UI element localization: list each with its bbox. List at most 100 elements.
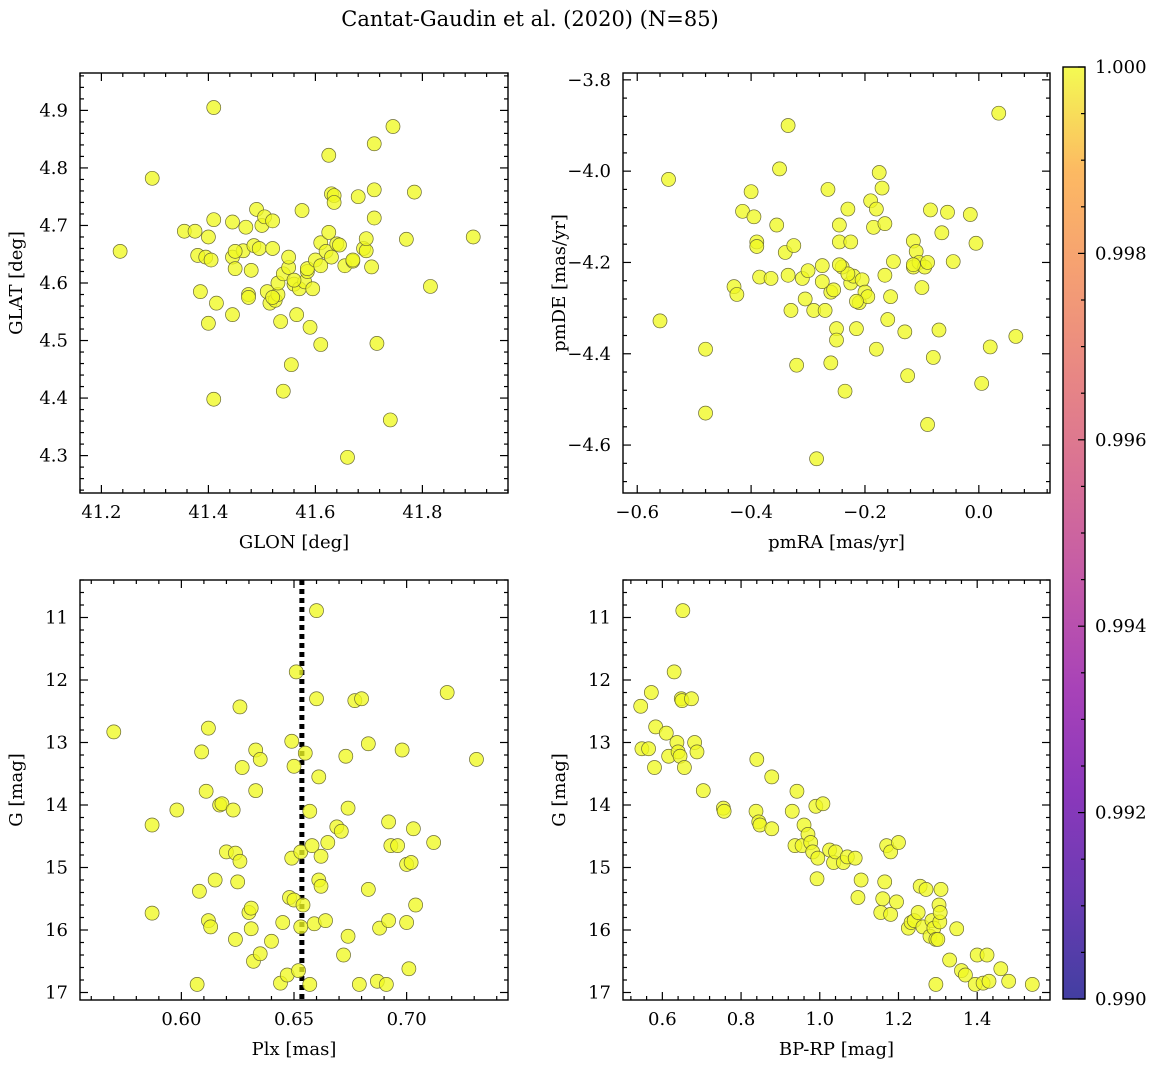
scatter-point	[286, 758, 302, 774]
x-tick-label: 0.6	[648, 1009, 677, 1030]
scatter-point	[288, 664, 304, 680]
scatter-point	[780, 267, 796, 283]
scatter-point	[313, 337, 329, 352]
y-tick-label: −4.2	[567, 252, 611, 273]
scatter-point	[406, 821, 421, 837]
scatter-point	[933, 882, 949, 897]
scatter-point	[225, 307, 240, 322]
scatter-point	[1001, 973, 1017, 989]
scatter-point	[930, 932, 946, 947]
scatter-point	[698, 341, 713, 357]
scatter-point	[194, 744, 209, 760]
scatter-point	[358, 231, 374, 247]
y-tick-label: 4.9	[39, 100, 68, 121]
scatter-point	[206, 212, 222, 228]
scatter-points	[112, 100, 481, 465]
scatter-point	[886, 254, 901, 269]
scatter-point	[840, 201, 856, 217]
y-tick-label: 14	[45, 795, 68, 816]
x-tick-label: 41.8	[402, 502, 442, 523]
scatter-point	[981, 973, 997, 989]
scatter-point	[809, 871, 825, 887]
x-tick-label: −0.4	[729, 502, 773, 523]
scatter-point	[854, 272, 870, 288]
scatter-point	[243, 921, 259, 937]
scatter-point	[906, 257, 921, 273]
scatter-point	[340, 449, 355, 465]
scatter-point	[786, 238, 802, 253]
scatter-point	[925, 350, 941, 365]
x-tick-label: −0.6	[615, 502, 659, 523]
scatter-point	[974, 376, 990, 391]
scatter-point	[698, 405, 713, 421]
y-axis-label: GLAT [deg]	[6, 231, 27, 335]
y-tick-label: 13	[45, 733, 68, 754]
scatter-point	[189, 977, 205, 992]
y-tick-label: 16	[588, 920, 611, 941]
scatter-point	[871, 165, 887, 180]
scatter-point	[144, 905, 160, 921]
scatter-point	[265, 290, 280, 305]
scatter-point	[291, 963, 306, 978]
scatter-point	[749, 752, 765, 767]
scatter-point	[875, 891, 891, 907]
scatter-point	[284, 733, 300, 749]
scatter-point	[783, 303, 799, 318]
scatter-point	[889, 894, 904, 910]
scatter-point	[797, 291, 813, 307]
scatter-point	[382, 412, 398, 428]
x-tick-label: 0.0	[965, 502, 994, 523]
scatter-point	[407, 184, 422, 200]
y-tick-label: 15	[45, 858, 68, 879]
y-tick-label: 4.6	[39, 273, 68, 294]
scatter-point	[381, 814, 396, 830]
scatter-point	[289, 307, 305, 322]
scatter-point	[749, 239, 765, 254]
scatter-point	[877, 216, 893, 232]
scatter-point	[874, 180, 890, 196]
panel-pmra-pmde: −0.6 −0.4 −0.2 0.0 −4.6 −4.4 −4.2 −4.0 −3.8 pmRA …	[549, 70, 1051, 553]
y-tick-label: 4.3	[39, 446, 68, 467]
y-tick-label: −4.6	[567, 435, 611, 456]
y-axis-label: G [mag]	[6, 753, 27, 826]
scatter-point	[942, 952, 957, 968]
scatter-point	[193, 284, 208, 299]
colorbar-tick-label: 0.992	[1095, 803, 1147, 824]
scatter-point	[689, 744, 705, 760]
scatter-point	[275, 383, 291, 399]
scatter-point	[439, 685, 455, 700]
colorbar: 0.990 0.992 0.994 0.996 0.998 1.000	[1062, 57, 1147, 1010]
scatter-point	[780, 118, 796, 133]
scatter-point	[198, 783, 214, 799]
y-tick-label: 12	[588, 670, 611, 691]
scatter-point	[993, 961, 1009, 977]
scatter-point	[829, 332, 844, 348]
scatter-point	[831, 257, 847, 273]
scatter-point	[313, 878, 329, 894]
scatter-point	[203, 252, 219, 268]
scatter-point	[309, 691, 324, 707]
y-axis-label: G [mag]	[549, 753, 570, 826]
scatter-point	[385, 119, 401, 134]
scatter-point	[652, 313, 668, 329]
scatter-point	[201, 229, 216, 245]
scatter-point	[849, 321, 864, 337]
scatter-point	[465, 229, 481, 245]
x-tick-label: −0.2	[843, 502, 887, 523]
scatter-point	[201, 720, 216, 736]
axes-frame	[622, 72, 1051, 494]
y-axis-label: pmDE [mas/yr]	[549, 214, 570, 352]
scatter-point	[302, 977, 318, 992]
scatter-point	[364, 259, 379, 275]
x-tick-label: 0.60	[161, 1009, 201, 1030]
scatter-point	[883, 907, 898, 922]
scatter-point	[677, 760, 692, 775]
scatter-point	[225, 214, 240, 230]
x-axis-label: Plx [mas]	[252, 1039, 337, 1060]
scatter-point	[764, 821, 780, 837]
scatter-point	[275, 915, 291, 930]
scatter-point	[293, 919, 309, 935]
scatter-point	[945, 254, 961, 269]
x-tick-label: 0.8	[727, 1009, 756, 1030]
scatter-point	[399, 915, 414, 930]
